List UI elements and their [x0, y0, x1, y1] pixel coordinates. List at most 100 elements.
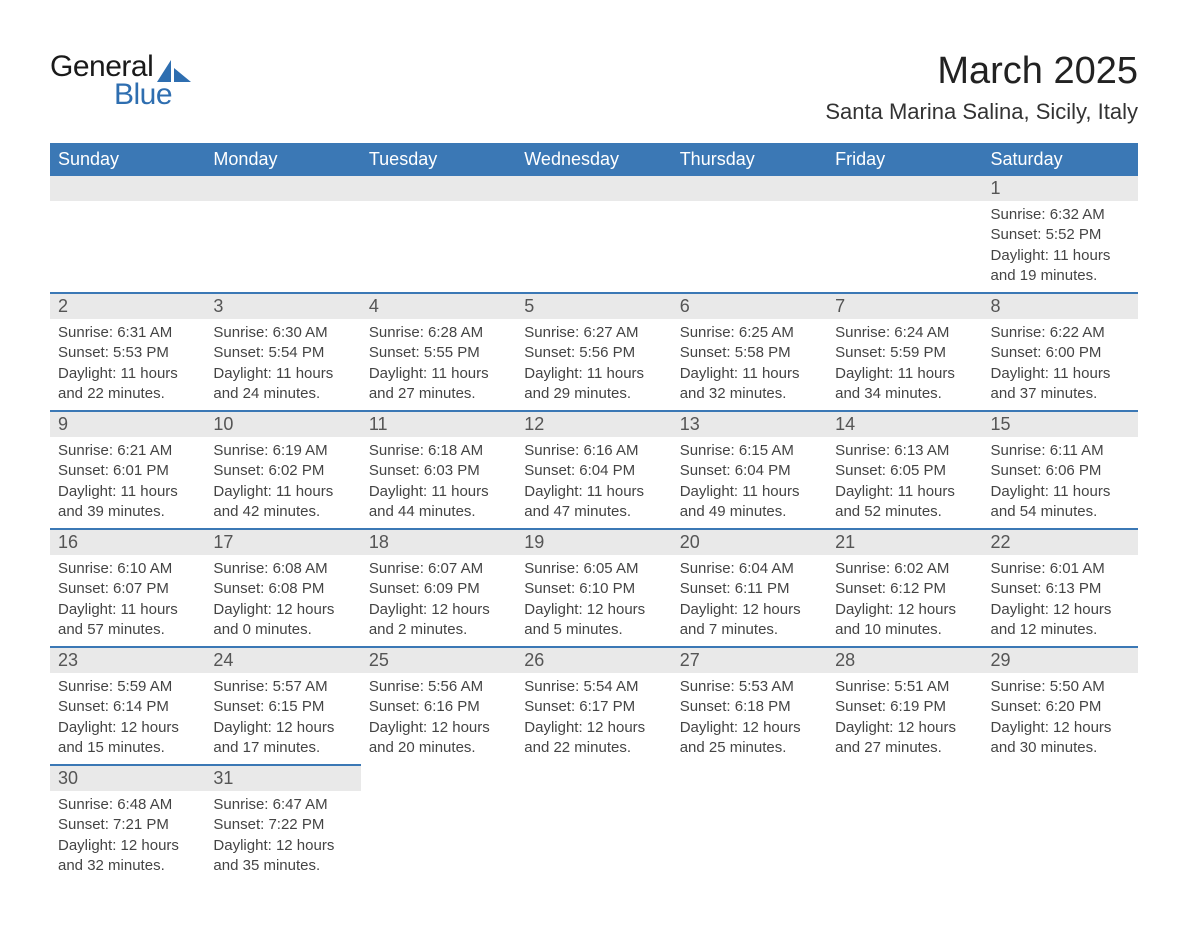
- day-number: [516, 176, 671, 201]
- sunrise-line: Sunrise: 5:56 AM: [369, 677, 508, 697]
- title-block: March 2025 Santa Marina Salina, Sicily, …: [825, 50, 1138, 125]
- dayname-friday: Friday: [827, 143, 982, 176]
- day-data: [516, 790, 671, 810]
- sunset-line: Sunset: 6:03 PM: [369, 461, 508, 481]
- sunset-line: Sunset: 5:58 PM: [680, 343, 819, 363]
- day-data: Sunrise: 6:28 AMSunset: 5:55 PMDaylight:…: [361, 319, 516, 410]
- sunset-line: Sunset: 6:18 PM: [680, 697, 819, 717]
- daylight-line: Daylight: 11 hours and 49 minutes.: [680, 482, 819, 523]
- sunset-line: Sunset: 6:15 PM: [213, 697, 352, 717]
- sunset-line: Sunset: 6:13 PM: [991, 579, 1130, 599]
- day-data: Sunrise: 6:32 AMSunset: 5:52 PMDaylight:…: [983, 201, 1138, 292]
- month-title: March 2025: [825, 50, 1138, 93]
- calendar-cell: 6Sunrise: 6:25 AMSunset: 5:58 PMDaylight…: [672, 293, 827, 411]
- calendar-cell: 19Sunrise: 6:05 AMSunset: 6:10 PMDayligh…: [516, 529, 671, 647]
- sunrise-line: Sunrise: 6:22 AM: [991, 323, 1130, 343]
- day-number: [361, 765, 516, 790]
- day-data: [205, 201, 360, 231]
- sunrise-line: Sunrise: 6:02 AM: [835, 559, 974, 579]
- daylight-line: Daylight: 12 hours and 25 minutes.: [680, 718, 819, 759]
- sunrise-line: Sunrise: 6:04 AM: [680, 559, 819, 579]
- daylight-line: Daylight: 11 hours and 19 minutes.: [991, 246, 1130, 287]
- day-data: [983, 790, 1138, 810]
- day-data: Sunrise: 6:13 AMSunset: 6:05 PMDaylight:…: [827, 437, 982, 528]
- sunset-line: Sunset: 5:52 PM: [991, 225, 1130, 245]
- sunrise-line: Sunrise: 6:25 AM: [680, 323, 819, 343]
- day-data: Sunrise: 6:21 AMSunset: 6:01 PMDaylight:…: [50, 437, 205, 528]
- calendar-cell: 24Sunrise: 5:57 AMSunset: 6:15 PMDayligh…: [205, 647, 360, 765]
- calendar-cell: 22Sunrise: 6:01 AMSunset: 6:13 PMDayligh…: [983, 529, 1138, 647]
- day-data: Sunrise: 6:18 AMSunset: 6:03 PMDaylight:…: [361, 437, 516, 528]
- day-number: [672, 765, 827, 790]
- daylight-line: Daylight: 11 hours and 42 minutes.: [213, 482, 352, 523]
- day-data: [672, 790, 827, 810]
- daylight-line: Daylight: 12 hours and 5 minutes.: [524, 600, 663, 641]
- calendar-cell: [827, 176, 982, 293]
- day-data: Sunrise: 5:57 AMSunset: 6:15 PMDaylight:…: [205, 673, 360, 764]
- day-data: [361, 201, 516, 231]
- header: General Blue March 2025 Santa Marina Sal…: [50, 50, 1138, 125]
- sunset-line: Sunset: 5:59 PM: [835, 343, 974, 363]
- daylight-line: Daylight: 12 hours and 10 minutes.: [835, 600, 974, 641]
- day-data: Sunrise: 6:02 AMSunset: 6:12 PMDaylight:…: [827, 555, 982, 646]
- sunrise-line: Sunrise: 6:13 AM: [835, 441, 974, 461]
- sunset-line: Sunset: 6:10 PM: [524, 579, 663, 599]
- location-subtitle: Santa Marina Salina, Sicily, Italy: [825, 99, 1138, 125]
- calendar-cell: 2Sunrise: 6:31 AMSunset: 5:53 PMDaylight…: [50, 293, 205, 411]
- calendar-week: 1Sunrise: 6:32 AMSunset: 5:52 PMDaylight…: [50, 176, 1138, 293]
- sunset-line: Sunset: 5:54 PM: [213, 343, 352, 363]
- calendar-week: 30Sunrise: 6:48 AMSunset: 7:21 PMDayligh…: [50, 765, 1138, 882]
- daylight-line: Daylight: 12 hours and 35 minutes.: [213, 836, 352, 877]
- brand-word2: Blue: [114, 78, 191, 112]
- sunset-line: Sunset: 6:16 PM: [369, 697, 508, 717]
- daylight-line: Daylight: 11 hours and 24 minutes.: [213, 364, 352, 405]
- day-number: 21: [827, 530, 982, 555]
- day-data: Sunrise: 5:59 AMSunset: 6:14 PMDaylight:…: [50, 673, 205, 764]
- day-data: Sunrise: 6:01 AMSunset: 6:13 PMDaylight:…: [983, 555, 1138, 646]
- day-data: Sunrise: 6:15 AMSunset: 6:04 PMDaylight:…: [672, 437, 827, 528]
- calendar-cell: 1Sunrise: 6:32 AMSunset: 5:52 PMDaylight…: [983, 176, 1138, 293]
- calendar-cell: 27Sunrise: 5:53 AMSunset: 6:18 PMDayligh…: [672, 647, 827, 765]
- calendar-header-row: Sunday Monday Tuesday Wednesday Thursday…: [50, 143, 1138, 176]
- day-data: Sunrise: 5:53 AMSunset: 6:18 PMDaylight:…: [672, 673, 827, 764]
- sunrise-line: Sunrise: 6:16 AM: [524, 441, 663, 461]
- calendar-cell: [516, 765, 671, 882]
- sunrise-line: Sunrise: 6:01 AM: [991, 559, 1130, 579]
- day-number: 17: [205, 530, 360, 555]
- day-number: 7: [827, 294, 982, 319]
- day-data: Sunrise: 6:27 AMSunset: 5:56 PMDaylight:…: [516, 319, 671, 410]
- calendar-table: Sunday Monday Tuesday Wednesday Thursday…: [50, 143, 1138, 882]
- calendar-cell: [672, 176, 827, 293]
- sunset-line: Sunset: 6:09 PM: [369, 579, 508, 599]
- sunset-line: Sunset: 6:07 PM: [58, 579, 197, 599]
- sunset-line: Sunset: 6:17 PM: [524, 697, 663, 717]
- day-number: 2: [50, 294, 205, 319]
- sunset-line: Sunset: 6:05 PM: [835, 461, 974, 481]
- sunrise-line: Sunrise: 6:21 AM: [58, 441, 197, 461]
- sunset-line: Sunset: 6:06 PM: [991, 461, 1130, 481]
- day-number: [672, 176, 827, 201]
- sunrise-line: Sunrise: 6:07 AM: [369, 559, 508, 579]
- calendar-cell: [827, 765, 982, 882]
- sunset-line: Sunset: 6:00 PM: [991, 343, 1130, 363]
- day-data: Sunrise: 6:16 AMSunset: 6:04 PMDaylight:…: [516, 437, 671, 528]
- daylight-line: Daylight: 11 hours and 57 minutes.: [58, 600, 197, 641]
- day-number: 27: [672, 648, 827, 673]
- calendar-cell: 26Sunrise: 5:54 AMSunset: 6:17 PMDayligh…: [516, 647, 671, 765]
- calendar-cell: 25Sunrise: 5:56 AMSunset: 6:16 PMDayligh…: [361, 647, 516, 765]
- day-number: 28: [827, 648, 982, 673]
- sunset-line: Sunset: 6:19 PM: [835, 697, 974, 717]
- day-number: 22: [983, 530, 1138, 555]
- dayname-thursday: Thursday: [672, 143, 827, 176]
- sunrise-line: Sunrise: 6:31 AM: [58, 323, 197, 343]
- sunrise-line: Sunrise: 6:11 AM: [991, 441, 1130, 461]
- sunrise-line: Sunrise: 5:57 AM: [213, 677, 352, 697]
- sunset-line: Sunset: 6:04 PM: [524, 461, 663, 481]
- day-number: [827, 765, 982, 790]
- day-data: [827, 790, 982, 810]
- calendar-week: 23Sunrise: 5:59 AMSunset: 6:14 PMDayligh…: [50, 647, 1138, 765]
- day-number: 23: [50, 648, 205, 673]
- day-data: Sunrise: 6:24 AMSunset: 5:59 PMDaylight:…: [827, 319, 982, 410]
- sunrise-line: Sunrise: 6:18 AM: [369, 441, 508, 461]
- sunset-line: Sunset: 6:02 PM: [213, 461, 352, 481]
